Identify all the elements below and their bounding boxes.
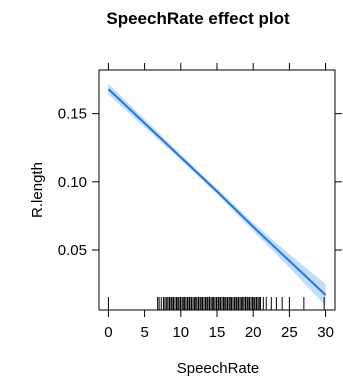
rug-layer bbox=[107, 297, 325, 310]
x-tick-layer: 0 5 10 15 20 25 30 bbox=[104, 63, 334, 341]
x-tick-label: 0 bbox=[104, 324, 112, 341]
y-tick-layer: 0.05 0.10 0.15 bbox=[58, 106, 342, 259]
x-tick-label: 10 bbox=[172, 324, 189, 341]
x-tick-label: 20 bbox=[245, 324, 262, 341]
fit-line bbox=[107, 88, 327, 296]
fit-line-layer bbox=[107, 88, 327, 296]
x-tick-label: 30 bbox=[317, 324, 334, 341]
confidence-band bbox=[108, 83, 326, 306]
x-axis-label: SpeechRate bbox=[177, 360, 260, 377]
x-tick-label: 25 bbox=[281, 324, 298, 341]
y-tick-label: 0.15 bbox=[58, 106, 87, 123]
x-tick-label: 5 bbox=[140, 324, 148, 341]
y-axis-label: R.length bbox=[29, 162, 46, 218]
chart-title: SpeechRate effect plot bbox=[106, 9, 290, 28]
x-tick-label: 15 bbox=[209, 324, 226, 341]
confidence-band-layer bbox=[108, 83, 326, 306]
y-tick-label: 0.10 bbox=[58, 174, 87, 191]
y-tick-label: 0.05 bbox=[58, 242, 87, 259]
